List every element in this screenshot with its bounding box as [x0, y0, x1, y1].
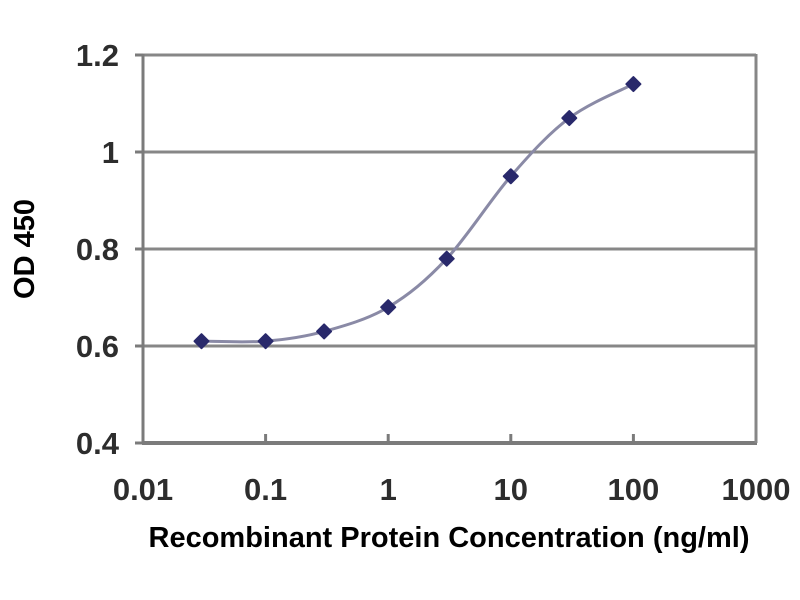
data-point-100	[625, 76, 642, 93]
data-series	[193, 76, 642, 350]
y-axis-ticks	[135, 53, 143, 445]
data-point-30	[561, 110, 578, 127]
x-axis-ticks	[264, 434, 635, 443]
data-point-1	[380, 299, 397, 316]
y-tick-label-0.4: 0.4	[76, 426, 120, 461]
x-axis-title: Recombinant Protein Concentration (ng/ml…	[149, 522, 750, 554]
data-point-10	[502, 168, 519, 185]
x-tick-label-10: 10	[494, 472, 528, 507]
x-tick-label-0.1: 0.1	[244, 472, 287, 507]
data-point-0.3	[316, 323, 333, 340]
series-line	[201, 82, 635, 344]
gridlines	[143, 53, 756, 348]
x-tick-label-1000: 1000	[722, 472, 791, 507]
x-tick-label-0.01: 0.01	[113, 472, 173, 507]
y-axis-title: OD 450	[9, 199, 41, 299]
y-tick-label-1.2: 1.2	[76, 38, 119, 73]
data-point-0.1	[257, 333, 274, 350]
y-tick-label-0.6: 0.6	[76, 329, 119, 364]
y-tick-labels: 0.4 0.6 0.8 1 1.2	[76, 38, 120, 461]
data-point-3	[438, 250, 455, 267]
data-point-0.03	[193, 333, 210, 350]
x-tick-labels: 0.01 0.1 1 10 100 1000	[113, 472, 791, 507]
y-tick-label-1: 1	[102, 135, 119, 170]
x-tick-label-100: 100	[608, 472, 660, 507]
x-tick-label-1: 1	[380, 472, 397, 507]
y-tick-label-0.8: 0.8	[76, 232, 119, 267]
